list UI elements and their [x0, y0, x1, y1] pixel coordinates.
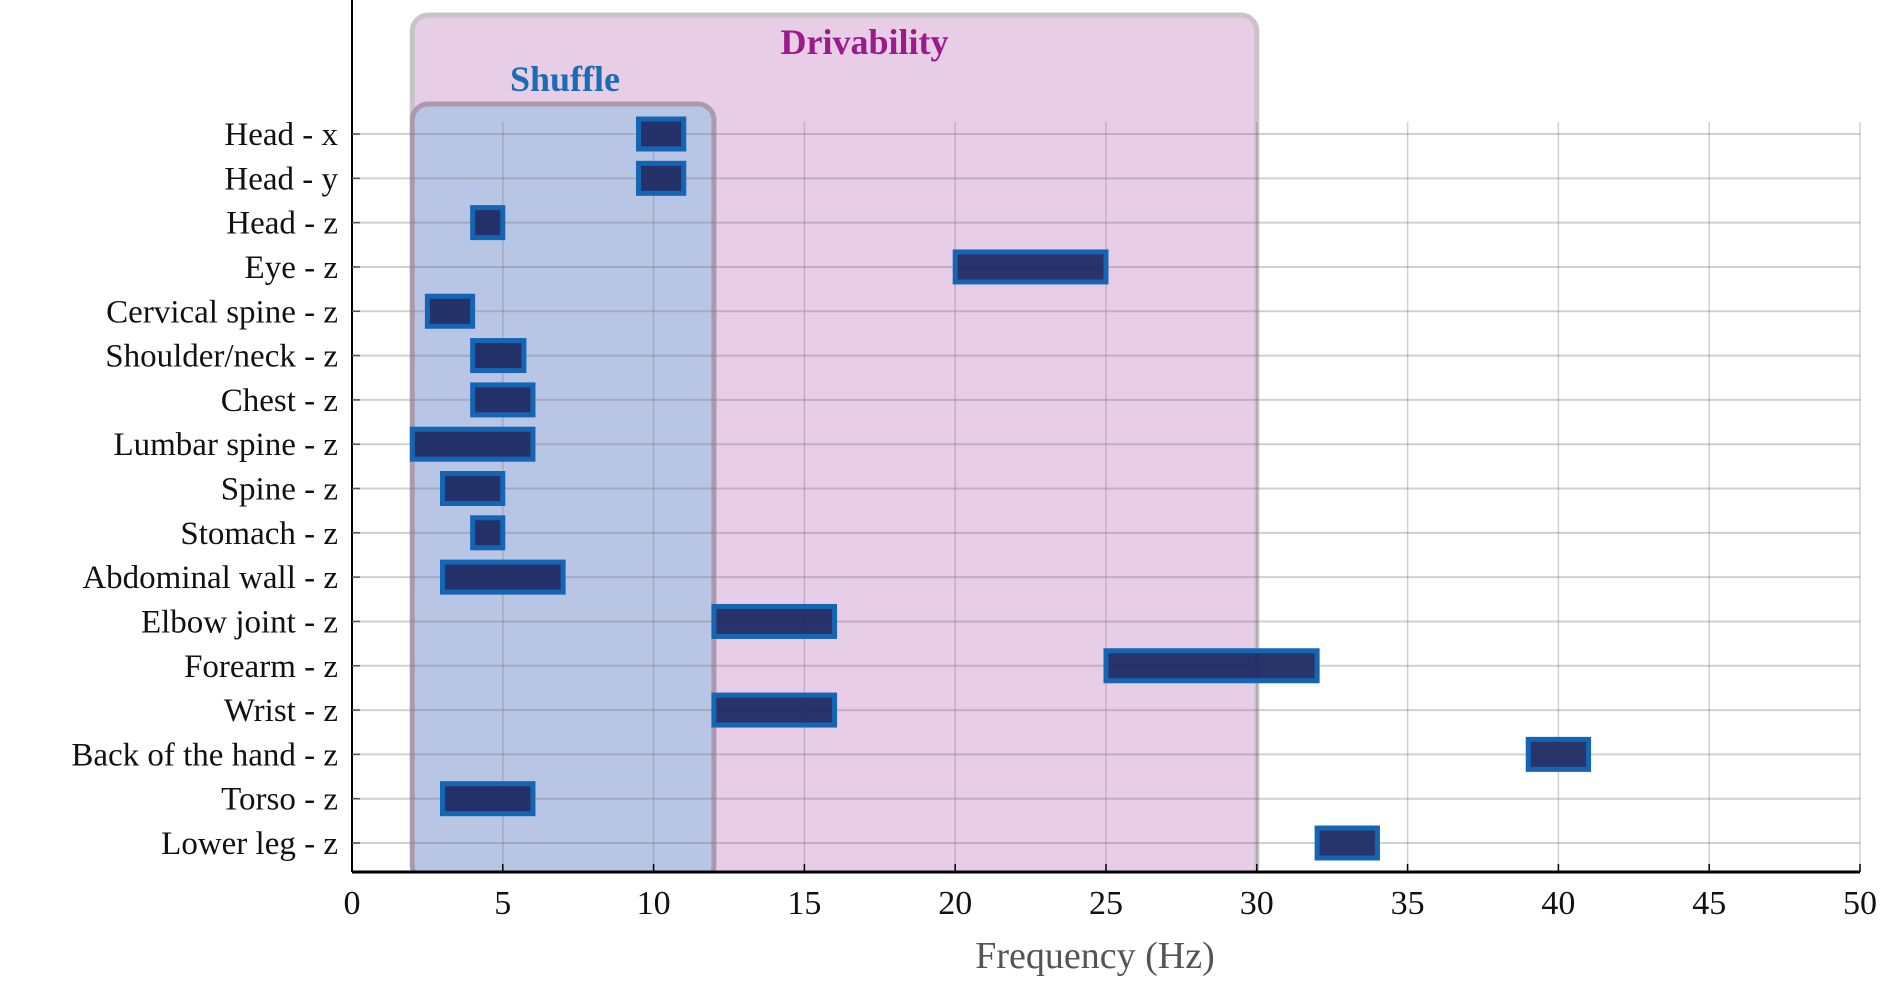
y-tick-label: Head - z — [226, 206, 338, 242]
bar-head-y — [636, 160, 687, 196]
y-tick-label: Stomach - z — [180, 516, 338, 552]
bar-elbow-joint-z — [711, 603, 838, 639]
bar-wrist-z — [711, 692, 838, 728]
x-tick-label: 40 — [1541, 885, 1575, 922]
x-tick-label: 10 — [637, 885, 671, 922]
y-tick-label: Head - x — [224, 117, 338, 153]
y-tick-label: Wrist - z — [224, 693, 338, 729]
x-tick-label: 50 — [1843, 885, 1877, 922]
x-tick-label: 45 — [1692, 885, 1726, 922]
x-axis-label: Frequency (Hz) — [975, 935, 1215, 977]
bar-eye-z — [952, 249, 1109, 285]
region-label-shuffle: Shuffle — [510, 59, 620, 99]
y-tick-label: Eye - z — [245, 250, 338, 286]
y-tick-label: Cervical spine - z — [106, 294, 338, 330]
x-tick-label: 15 — [787, 885, 821, 922]
region-label-drivability: Drivability — [781, 22, 949, 62]
bar-spine-z — [439, 471, 506, 506]
bar-cervical-spine-z — [424, 293, 476, 329]
x-tick-label: 35 — [1391, 885, 1425, 922]
y-tick-label: Back of the hand - z — [71, 737, 338, 773]
y-tick-label: Abdominal wall - z — [82, 560, 338, 596]
bar-stomach-z — [470, 515, 506, 551]
bar-head-z — [470, 205, 506, 241]
y-tick-label: Spine - z — [221, 472, 338, 508]
x-tick-label: 30 — [1240, 885, 1274, 922]
bar-lumbar-spine-z — [409, 426, 536, 462]
bar-back-of-the-hand-z — [1525, 736, 1592, 772]
x-tick-label: 25 — [1089, 885, 1123, 922]
x-tick-label: 5 — [494, 885, 511, 922]
y-tick-label: Torso - z — [221, 782, 338, 818]
bar-chest-z — [470, 382, 536, 418]
y-tick-label: Shoulder/neck - z — [105, 339, 338, 375]
bar-head-x — [636, 116, 687, 152]
y-tick-label: Lower leg - z — [161, 826, 338, 862]
bar-forearm-z — [1103, 648, 1320, 684]
y-tick-label: Head - y — [224, 161, 338, 197]
bar-abdominal-wall-z — [439, 559, 566, 595]
bar-lower-leg-z — [1314, 825, 1380, 861]
y-tick-label: Elbow joint - z — [141, 604, 338, 640]
bar-shoulder-neck-z — [470, 338, 527, 374]
y-tick-label: Forearm - z — [184, 649, 338, 685]
y-tick-label: Lumbar spine - z — [113, 427, 338, 463]
x-tick-label: 0 — [344, 885, 361, 922]
x-tick-label: 20 — [938, 885, 972, 922]
bar-torso-z — [439, 781, 536, 817]
y-tick-label: Chest - z — [221, 383, 338, 419]
